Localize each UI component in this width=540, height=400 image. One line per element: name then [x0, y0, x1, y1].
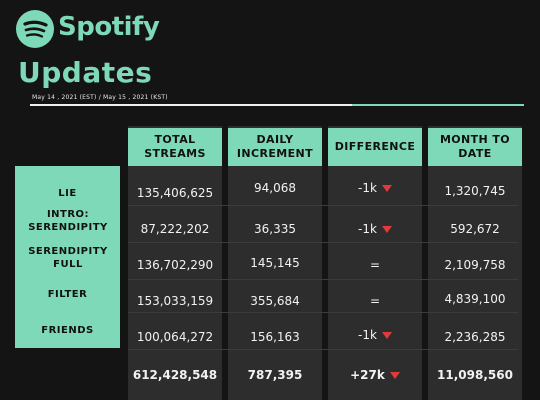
table-cell: -1k [328, 172, 422, 204]
divider [30, 104, 524, 106]
date-line: May 14 , 2021 (EST) / May 15 , 2021 (KST… [32, 94, 168, 101]
total-cell: 612,428,548 [132, 368, 218, 382]
row-separator [128, 242, 518, 243]
table-cell: 87,222,202 [140, 222, 210, 236]
table-cell: 100,064,272 [136, 330, 214, 344]
table-cell: 2,236,285 [444, 330, 506, 344]
table-cell: = [369, 258, 381, 272]
row-separator [128, 312, 518, 313]
row-label: FILTER [47, 289, 88, 301]
table-cell: -1k [328, 213, 422, 245]
divider-accent [352, 104, 524, 106]
total-cell: +27k [328, 359, 422, 391]
column-total-streams [128, 126, 222, 400]
table-cell: 2,109,758 [444, 258, 506, 272]
table-cell: 1,320,745 [444, 184, 506, 198]
header-difference: DIFFERENCE [328, 128, 422, 166]
difference-value: -1k [358, 181, 377, 195]
down-arrow-icon [389, 371, 400, 379]
total-cell: 11,098,560 [437, 368, 513, 382]
header-daily-increment: DAILY INCREMENT [228, 128, 322, 166]
row-label: FRIENDS [41, 325, 94, 337]
table-cell: 153,033,159 [136, 294, 214, 308]
down-arrow-icon [381, 184, 392, 192]
row-label: LIE [58, 188, 77, 200]
difference-value: -1k [358, 328, 377, 342]
total-cell: 787,395 [247, 368, 303, 382]
difference-value: +27k [350, 368, 385, 382]
header-total-streams: TOTAL STREAMS [128, 128, 222, 166]
table-cell: 135,406,625 [136, 186, 214, 200]
row-separator [128, 279, 518, 280]
row-separator [128, 349, 518, 350]
table-cell: 156,163 [250, 330, 300, 344]
down-arrow-icon [381, 225, 392, 233]
table-cell: = [369, 294, 381, 308]
table-cell: 136,702,290 [136, 258, 214, 272]
table-cell: 355,684 [250, 294, 300, 308]
column-month-to-date [428, 126, 522, 400]
table-cell: -1k [328, 319, 422, 351]
row-label: SERENDIPITY FULL [28, 245, 108, 271]
table-cell: 4,839,100 [444, 292, 506, 306]
row-separator [128, 205, 518, 206]
brand-name: Spotify [58, 12, 160, 42]
column-difference [328, 126, 422, 400]
table-cell: 36,335 [254, 222, 296, 236]
down-arrow-icon [381, 331, 392, 339]
difference-value: -1k [358, 222, 377, 236]
row-label-panel [15, 166, 120, 348]
spotify-logo-icon [16, 10, 54, 48]
table-cell: 592,672 [450, 222, 500, 236]
table-cell: 94,068 [254, 181, 296, 195]
table-cell: 145,145 [250, 256, 300, 270]
header-month-to-date: MONTH TO DATE [428, 128, 522, 166]
row-label: INTRO: SERENDIPITY [28, 208, 108, 234]
page-title: Updates [18, 56, 153, 89]
column-daily-increment [228, 126, 322, 400]
